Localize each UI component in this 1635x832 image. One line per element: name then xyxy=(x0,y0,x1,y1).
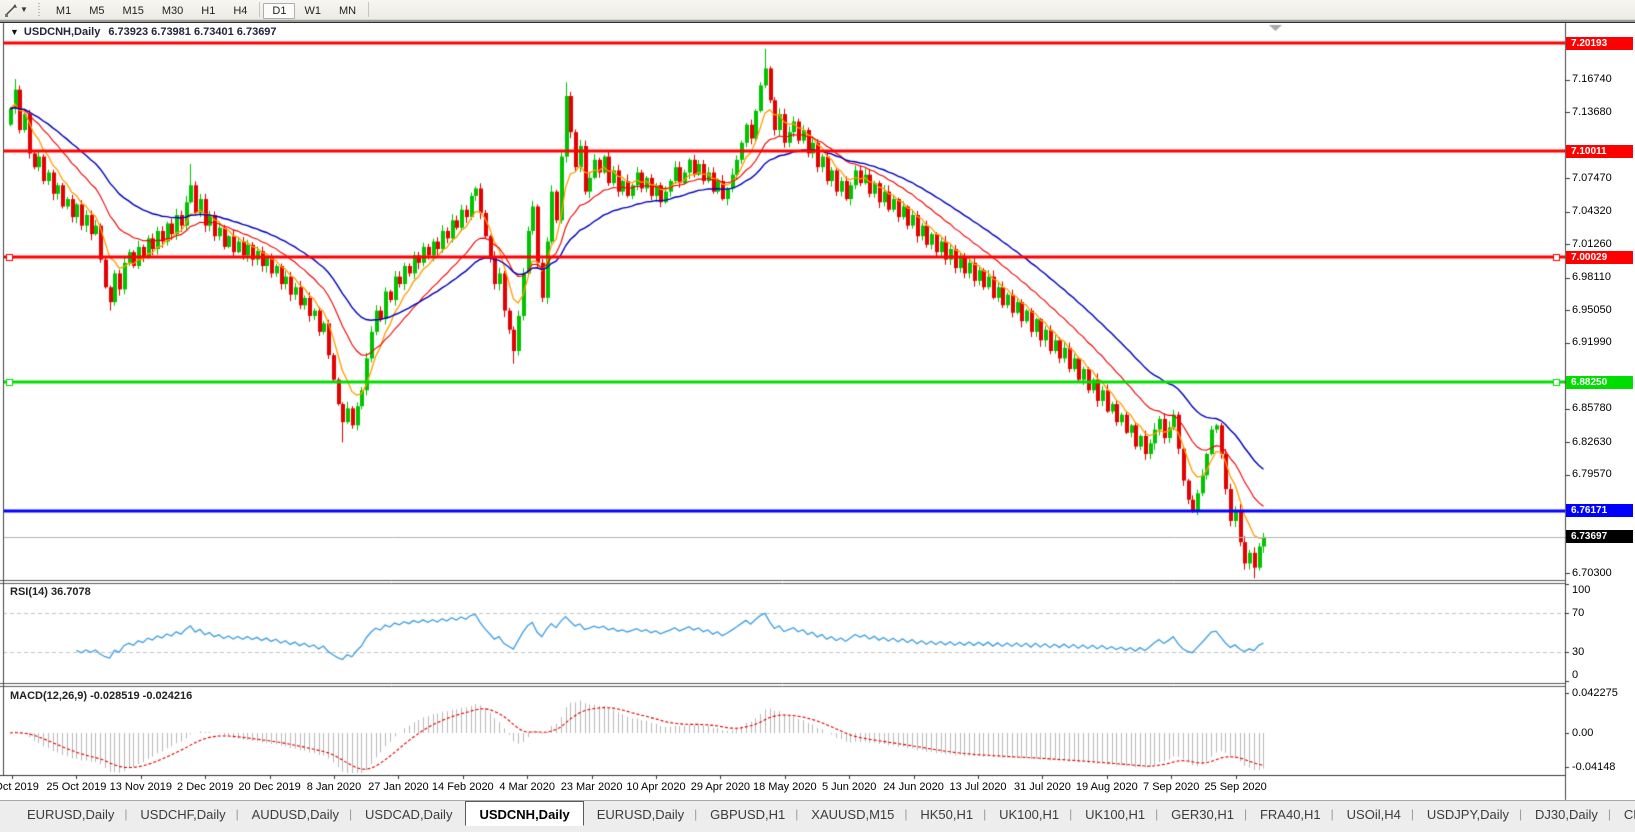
symbol-tab-xauusd-m15[interactable]: XAUUSD,M15 xyxy=(795,803,907,826)
window-border-line xyxy=(0,22,1635,23)
symbol-tab-hk50-h1[interactable]: HK50,H1 xyxy=(904,803,986,826)
symbol-tab-usoil-h4[interactable]: USOil,H4 xyxy=(1331,803,1414,826)
symbol-tab-fra40-h1[interactable]: FRA40,H1 xyxy=(1244,803,1334,826)
timeframe-button-d1[interactable]: D1 xyxy=(263,2,296,19)
timeframe-button-m5[interactable]: M5 xyxy=(89,4,105,17)
symbol-tab-eurusd-daily[interactable]: EURUSD,Daily xyxy=(27,807,115,822)
symbol-tab-ger30-h1[interactable]: GER30,H1 xyxy=(1155,803,1247,826)
toolbar-separator xyxy=(368,2,370,17)
window-border-band xyxy=(0,20,1635,22)
toolbar-separator xyxy=(259,2,261,17)
symbol-tab-china300-h1[interactable]: CHINA300,H1 xyxy=(1608,803,1635,826)
tool-dropdown-caret[interactable]: ▼ xyxy=(20,5,28,14)
symbol-tab-usdcnh-daily[interactable]: USDCNH,Daily xyxy=(465,801,584,826)
symbol-tab-gbpusd-h1[interactable]: GBPUSD,H1 xyxy=(694,803,798,826)
timeframe-toolbar: ▼ M1 M5 M15 M30 H1 H4 D1 W1 MN xyxy=(0,0,1635,20)
timeframe-button-mn[interactable]: MN xyxy=(338,4,357,17)
symbol-tab-usdcad-daily[interactable]: USDCAD,Daily xyxy=(349,803,465,826)
symbol-tab-bar: EURUSD,DailyUSDCHF,DailyAUDUSD,DailyUSDC… xyxy=(0,800,1635,832)
timeframe-button-h1[interactable]: H1 xyxy=(201,4,216,17)
symbol-tab-uk100-h1[interactable]: UK100,H1 xyxy=(983,803,1072,826)
timeframe-button-m1[interactable]: M1 xyxy=(55,4,72,17)
crosshair-tool-icon[interactable] xyxy=(3,2,19,18)
timeframe-button-w1[interactable]: W1 xyxy=(304,4,321,17)
symbol-tab-usdchf-daily[interactable]: USDCHF,Daily xyxy=(124,803,238,826)
timeframe-button-h4[interactable]: H4 xyxy=(233,4,248,17)
timeframe-button-m15[interactable]: M15 xyxy=(122,4,144,17)
symbol-tab-usdjpy-daily[interactable]: USDJPY,Daily xyxy=(1411,803,1522,826)
symbol-tab-uk100-h1[interactable]: UK100,H1 xyxy=(1069,803,1158,826)
symbol-tab-eurusd-daily[interactable]: EURUSD,Daily xyxy=(596,807,685,822)
symbol-tab-dj30-daily[interactable]: DJ30,Daily xyxy=(1519,803,1611,826)
toolbar-grip xyxy=(36,2,42,17)
symbol-tab-audusd-daily[interactable]: AUDUSD,Daily xyxy=(236,803,352,826)
timeframe-button-m30[interactable]: M30 xyxy=(161,4,184,17)
